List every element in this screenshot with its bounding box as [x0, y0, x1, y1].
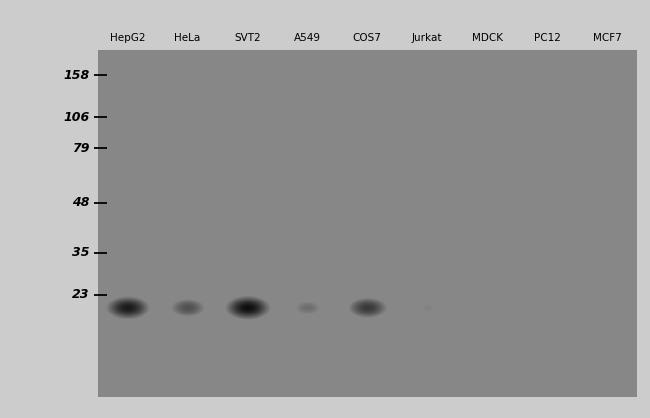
- Bar: [577, 50, 637, 397]
- Bar: [397, 50, 457, 397]
- Bar: [337, 50, 397, 397]
- Bar: [98, 50, 637, 397]
- Text: PC12: PC12: [534, 33, 560, 43]
- Bar: [0, 0, 650, 50]
- Bar: [457, 50, 517, 397]
- Bar: [157, 50, 217, 397]
- Text: COS7: COS7: [353, 33, 382, 43]
- Text: 106: 106: [64, 110, 90, 124]
- Bar: [0, 0, 98, 418]
- Bar: [517, 50, 577, 397]
- Text: A549: A549: [294, 33, 321, 43]
- Bar: [278, 50, 337, 397]
- Text: 35: 35: [72, 246, 90, 260]
- Text: MDCK: MDCK: [472, 33, 502, 43]
- Bar: [217, 50, 278, 397]
- Text: HepG2: HepG2: [110, 33, 145, 43]
- Bar: [637, 0, 650, 418]
- Text: SVT2: SVT2: [234, 33, 261, 43]
- Text: Jurkat: Jurkat: [412, 33, 443, 43]
- Text: 79: 79: [72, 142, 90, 155]
- Text: MCF7: MCF7: [593, 33, 621, 43]
- Text: 23: 23: [72, 288, 90, 301]
- Text: 48: 48: [72, 196, 90, 209]
- Bar: [0, 397, 650, 418]
- Text: 158: 158: [64, 69, 90, 82]
- Text: HeLa: HeLa: [174, 33, 201, 43]
- Bar: [98, 50, 157, 397]
